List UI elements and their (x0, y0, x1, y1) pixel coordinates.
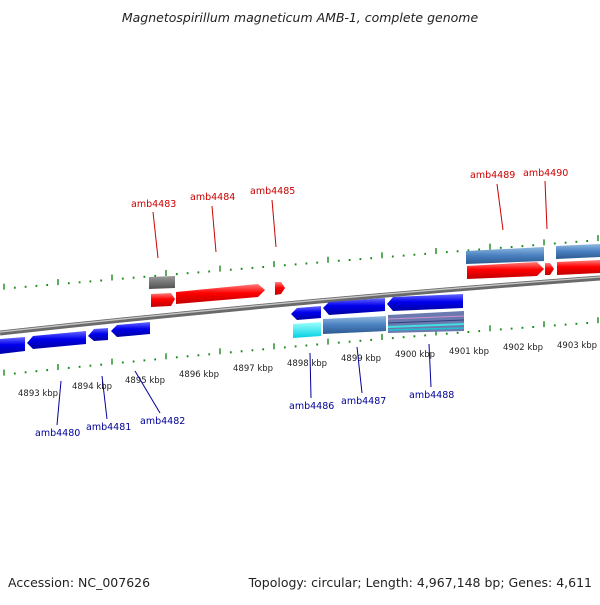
scale-labels: 4893 kbp 4894 kbp 4895 kbp 4896 kbp 4897… (18, 341, 597, 399)
leader-amb4487 (356, 346, 363, 394)
gene-amb4488-feature[interactable] (387, 311, 465, 333)
scale-label-4899: 4899 kbp (341, 354, 381, 364)
gene-amb4481-arrow[interactable] (88, 328, 108, 341)
gene-amb4485-arrow[interactable] (275, 282, 285, 295)
leader-amb4486 (309, 352, 312, 399)
scale-label-4895: 4895 kbp (125, 376, 165, 386)
gene-label-amb4483[interactable]: amb4483 (131, 199, 176, 210)
leader-amb4484 (211, 205, 217, 253)
gene-amb4482-arrow[interactable] (111, 322, 150, 337)
gene-label-amb4487[interactable]: amb4487 (341, 396, 386, 407)
gene-next-feature[interactable] (556, 244, 600, 259)
genome-backbone (0, 275, 600, 336)
gene-amb4489-arrow[interactable] (467, 262, 544, 279)
forward-strand-genes (149, 244, 600, 307)
scale-label-4894: 4894 kbp (72, 382, 112, 392)
gene-amb4480-arrow[interactable] (27, 331, 86, 349)
leader-amb4485 (271, 199, 277, 248)
scale-label-4897: 4897 kbp (233, 364, 273, 374)
scale-label-4903: 4903 kbp (557, 341, 597, 351)
leader-amb4490 (544, 180, 548, 230)
gene-amb4484-arrow[interactable] (176, 284, 265, 304)
gene-label-amb4480[interactable]: amb4480 (35, 428, 80, 439)
gene-label-amb4484[interactable]: amb4484 (190, 192, 235, 203)
scale-label-4901: 4901 kbp (449, 347, 489, 357)
gene-label-amb4490[interactable]: amb4490 (523, 168, 568, 179)
gene-label-amb4486[interactable]: amb4486 (289, 401, 334, 412)
scale-label-4898: 4898 kbp (287, 359, 327, 369)
gene-amb4483-arrow[interactable] (151, 293, 175, 307)
scale-label-4902: 4902 kbp (503, 343, 543, 353)
accession-text: Accession: NC_007626 (8, 575, 151, 590)
gene-next-arrow[interactable] (557, 260, 600, 275)
gene-amb4486-feature[interactable] (293, 322, 321, 338)
gene-amb4490-arrow[interactable] (545, 263, 554, 275)
gene-reverse-edge-arrow[interactable] (0, 337, 25, 354)
leader-amb4483 (152, 211, 159, 259)
leader-amb4480 (56, 380, 62, 426)
gene-label-amb4482[interactable]: amb4482 (140, 416, 185, 427)
gene-label-amb4481[interactable]: amb4481 (86, 422, 131, 433)
leader-amb4488 (428, 343, 432, 388)
scale-label-4900: 4900 kbp (395, 350, 435, 360)
forward-label-leaders (152, 180, 548, 259)
scale-label-4893: 4893 kbp (18, 389, 58, 399)
leader-amb4481 (101, 375, 108, 420)
genome-title: Magnetospirillum magneticum AMB-1, compl… (121, 10, 479, 25)
genome-summary-text: Topology: circular; Length: 4,967,148 bp… (248, 575, 592, 590)
gene-amb4489-feature[interactable] (466, 247, 544, 264)
reverse-strand-genes (0, 294, 465, 354)
gene-label-amb4488[interactable]: amb4488 (409, 390, 454, 401)
gene-amb4487-feature[interactable] (323, 316, 386, 334)
outer-scale-ticks (3, 235, 599, 290)
gene-amb4487-arrow[interactable] (323, 298, 385, 315)
genome-backbone-highlight (0, 276, 600, 333)
leader-amb4482 (134, 370, 161, 414)
reverse-label-leaders (56, 343, 432, 426)
gene-amb4483-feature[interactable] (149, 276, 175, 289)
leader-amb4489 (496, 183, 504, 231)
gene-amb4488-arrow[interactable] (387, 294, 463, 311)
gene-label-amb4485[interactable]: amb4485 (250, 186, 295, 197)
gene-amb4486-arrow[interactable] (291, 306, 321, 320)
inner-scale-ticks (3, 317, 599, 376)
scale-label-4896: 4896 kbp (179, 370, 219, 380)
gene-label-amb4489[interactable]: amb4489 (470, 170, 515, 181)
